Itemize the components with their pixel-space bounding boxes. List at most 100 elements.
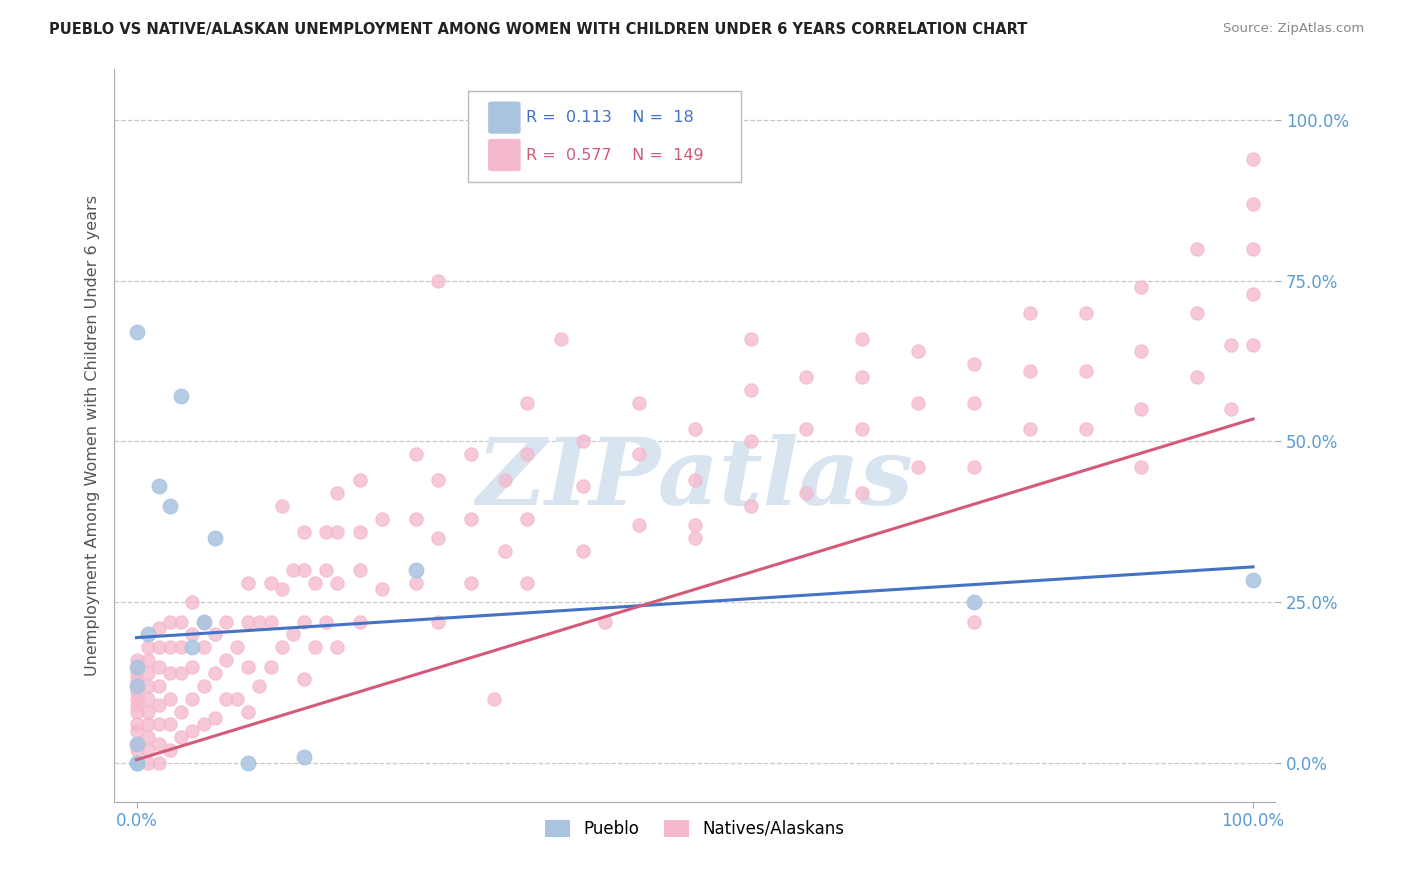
Point — [136, 717, 159, 731]
Point — [292, 749, 315, 764]
Text: PUEBLO VS NATIVE/ALASKAN UNEMPLOYMENT AMONG WOMEN WITH CHILDREN UNDER 6 YEARS CO: PUEBLO VS NATIVE/ALASKAN UNEMPLOYMENT AM… — [49, 22, 1028, 37]
Point — [148, 621, 170, 635]
Point — [193, 679, 215, 693]
Point — [170, 705, 193, 719]
Point — [159, 717, 181, 731]
Point — [1241, 196, 1264, 211]
Point — [292, 563, 315, 577]
Point — [193, 615, 215, 629]
Text: ZIPatlas: ZIPatlas — [477, 434, 914, 524]
Point — [136, 743, 159, 757]
Point — [125, 756, 148, 770]
Point — [1130, 344, 1153, 359]
Point — [238, 756, 260, 770]
Point — [1130, 402, 1153, 417]
Point — [170, 640, 193, 655]
Point — [136, 679, 159, 693]
Point — [315, 563, 337, 577]
Point — [170, 389, 193, 403]
Point — [326, 486, 349, 500]
Point — [181, 691, 204, 706]
Point — [204, 627, 226, 641]
Point — [349, 524, 371, 539]
Point — [1187, 242, 1209, 256]
Point — [907, 396, 929, 410]
Point — [683, 518, 706, 533]
Point — [125, 659, 148, 673]
Point — [1187, 306, 1209, 320]
Point — [159, 691, 181, 706]
Point — [136, 691, 159, 706]
Point — [326, 640, 349, 655]
Point — [281, 563, 304, 577]
Point — [148, 479, 170, 493]
Point — [349, 563, 371, 577]
Point — [148, 659, 170, 673]
Point — [683, 473, 706, 487]
Point — [281, 627, 304, 641]
Point — [1241, 152, 1264, 166]
Point — [136, 665, 159, 680]
Point — [238, 705, 260, 719]
Point — [193, 640, 215, 655]
Point — [170, 731, 193, 745]
Point — [215, 691, 238, 706]
Point — [572, 434, 595, 449]
Text: R =  0.113    N =  18: R = 0.113 N = 18 — [526, 110, 695, 125]
Point — [125, 723, 148, 738]
Point — [1130, 460, 1153, 475]
Point — [315, 615, 337, 629]
Point — [136, 640, 159, 655]
Point — [270, 640, 292, 655]
Point — [1130, 280, 1153, 294]
Point — [181, 640, 204, 655]
Point — [238, 615, 260, 629]
Point — [215, 653, 238, 667]
Point — [740, 434, 762, 449]
Point — [125, 737, 148, 751]
Point — [349, 473, 371, 487]
Point — [125, 737, 148, 751]
Point — [204, 711, 226, 725]
Point — [851, 332, 873, 346]
Point — [125, 653, 148, 667]
Point — [1074, 306, 1097, 320]
Point — [125, 673, 148, 687]
Point — [1241, 242, 1264, 256]
Point — [125, 679, 148, 693]
Point — [572, 479, 595, 493]
Point — [136, 653, 159, 667]
Point — [405, 576, 427, 591]
Point — [204, 665, 226, 680]
Point — [494, 543, 516, 558]
FancyBboxPatch shape — [488, 102, 520, 134]
Point — [963, 396, 986, 410]
Point — [427, 274, 450, 288]
Point — [159, 743, 181, 757]
Point — [427, 473, 450, 487]
Point — [215, 615, 238, 629]
Point — [516, 511, 538, 525]
Point — [247, 615, 270, 629]
Point — [148, 679, 170, 693]
Point — [349, 615, 371, 629]
Point — [159, 499, 181, 513]
Point — [170, 665, 193, 680]
Point — [238, 576, 260, 591]
Point — [371, 511, 394, 525]
Point — [125, 685, 148, 699]
Point — [516, 576, 538, 591]
Point — [125, 756, 148, 770]
Point — [181, 627, 204, 641]
Point — [125, 679, 148, 693]
Point — [181, 659, 204, 673]
Point — [181, 723, 204, 738]
Legend: Pueblo, Natives/Alaskans: Pueblo, Natives/Alaskans — [538, 813, 851, 845]
Point — [193, 615, 215, 629]
Point — [1018, 306, 1040, 320]
Point — [516, 396, 538, 410]
Text: Source: ZipAtlas.com: Source: ZipAtlas.com — [1223, 22, 1364, 36]
Point — [907, 344, 929, 359]
Point — [460, 447, 482, 461]
Point — [148, 737, 170, 751]
